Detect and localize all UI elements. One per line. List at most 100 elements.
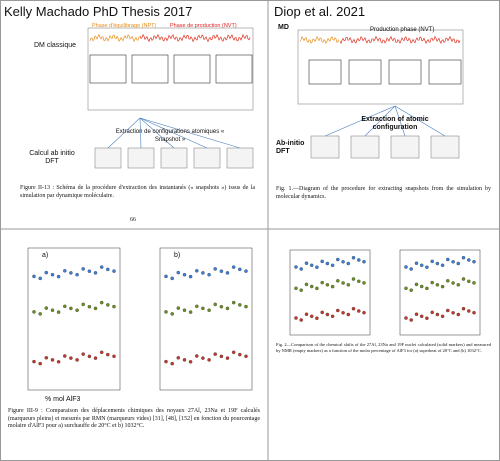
- marker: [414, 261, 419, 265]
- marker: [430, 310, 434, 315]
- plot-frame: [87, 27, 254, 111]
- marker: [44, 306, 49, 310]
- marker: [219, 304, 224, 309]
- marker: [419, 284, 424, 289]
- axis-label: % mol AlF3: [45, 396, 81, 403]
- marker: [56, 360, 61, 364]
- marker: [425, 286, 429, 291]
- inset: [428, 59, 462, 85]
- marker: [299, 318, 303, 322]
- marker: [182, 272, 187, 277]
- marker: [81, 302, 85, 307]
- marker: [32, 359, 36, 364]
- marker: [357, 309, 361, 313]
- marker: [362, 259, 366, 264]
- label: Extraction de configurations atomiques «…: [115, 129, 225, 143]
- marker: [456, 261, 461, 266]
- marker: [467, 309, 471, 313]
- marker: [336, 308, 340, 313]
- marker: [325, 261, 330, 266]
- marker: [409, 288, 413, 292]
- marker: [320, 259, 324, 264]
- inset: [388, 59, 422, 85]
- marker: [44, 270, 49, 275]
- marker: [409, 318, 413, 322]
- marker: [294, 316, 298, 320]
- marker: [112, 304, 116, 309]
- marker: [219, 269, 224, 273]
- inset: [215, 54, 253, 84]
- plot-frame: [289, 249, 371, 336]
- marker: [304, 312, 309, 316]
- marker: [87, 304, 92, 309]
- marker: [440, 284, 445, 289]
- caption: Fig. 1.—Diagram of the procedure for ext…: [276, 186, 491, 200]
- marker: [201, 356, 205, 360]
- marker: [336, 257, 340, 262]
- header: Kelly Machado PhD Thesis 2017: [4, 4, 193, 19]
- plot-frame: [27, 247, 121, 391]
- marker: [446, 257, 450, 262]
- marker: [99, 265, 104, 269]
- marker: [63, 304, 67, 309]
- marker: [195, 354, 199, 358]
- trace: [89, 33, 140, 43]
- marker: [106, 303, 110, 307]
- marker: [201, 306, 205, 311]
- marker: [231, 300, 236, 305]
- marker: [81, 267, 85, 271]
- marker: [336, 279, 340, 283]
- marker: [330, 284, 335, 289]
- marker: [38, 276, 42, 281]
- marker: [207, 272, 211, 277]
- marker: [93, 271, 98, 275]
- marker: [188, 274, 193, 279]
- marker: [419, 314, 424, 319]
- label: Extraction of atomic configuration: [361, 116, 429, 131]
- trace: [339, 35, 461, 45]
- marker: [170, 361, 174, 366]
- marker: [81, 352, 85, 356]
- marker: [446, 279, 450, 283]
- marker: [170, 312, 174, 316]
- marker: [207, 358, 211, 362]
- marker: [294, 286, 298, 291]
- inset: [348, 59, 382, 85]
- panel-label: b): [174, 252, 181, 259]
- marker: [409, 267, 413, 271]
- marker: [188, 310, 193, 314]
- trace: [299, 35, 340, 45]
- marker: [430, 259, 434, 264]
- marker: [309, 263, 314, 268]
- snapshot: [350, 135, 380, 159]
- marker: [362, 281, 366, 285]
- marker: [435, 283, 440, 287]
- marker: [112, 269, 116, 273]
- marker: [315, 265, 319, 269]
- marker: [430, 280, 434, 285]
- snapshot: [430, 135, 460, 159]
- marker: [112, 354, 116, 359]
- snapshot: [390, 135, 420, 159]
- marker: [75, 272, 79, 277]
- marker: [467, 258, 471, 262]
- marker: [238, 267, 242, 272]
- arrow: [139, 117, 175, 149]
- label: Calcul ab initio DFT: [29, 150, 75, 165]
- label: DM classique: [33, 42, 76, 49]
- caption: Figure II-13 : Schéma de la procédure d'…: [20, 185, 255, 199]
- marker: [176, 306, 181, 310]
- marker: [176, 356, 181, 360]
- marker: [75, 308, 79, 312]
- marker: [346, 312, 351, 317]
- marker: [106, 352, 110, 357]
- marker: [351, 255, 356, 260]
- marker: [357, 258, 361, 262]
- marker: [325, 283, 330, 287]
- marker: [56, 274, 61, 279]
- marker: [330, 314, 335, 319]
- marker: [238, 352, 242, 357]
- marker: [207, 308, 211, 312]
- marker: [315, 286, 319, 291]
- label: MD: [278, 24, 289, 31]
